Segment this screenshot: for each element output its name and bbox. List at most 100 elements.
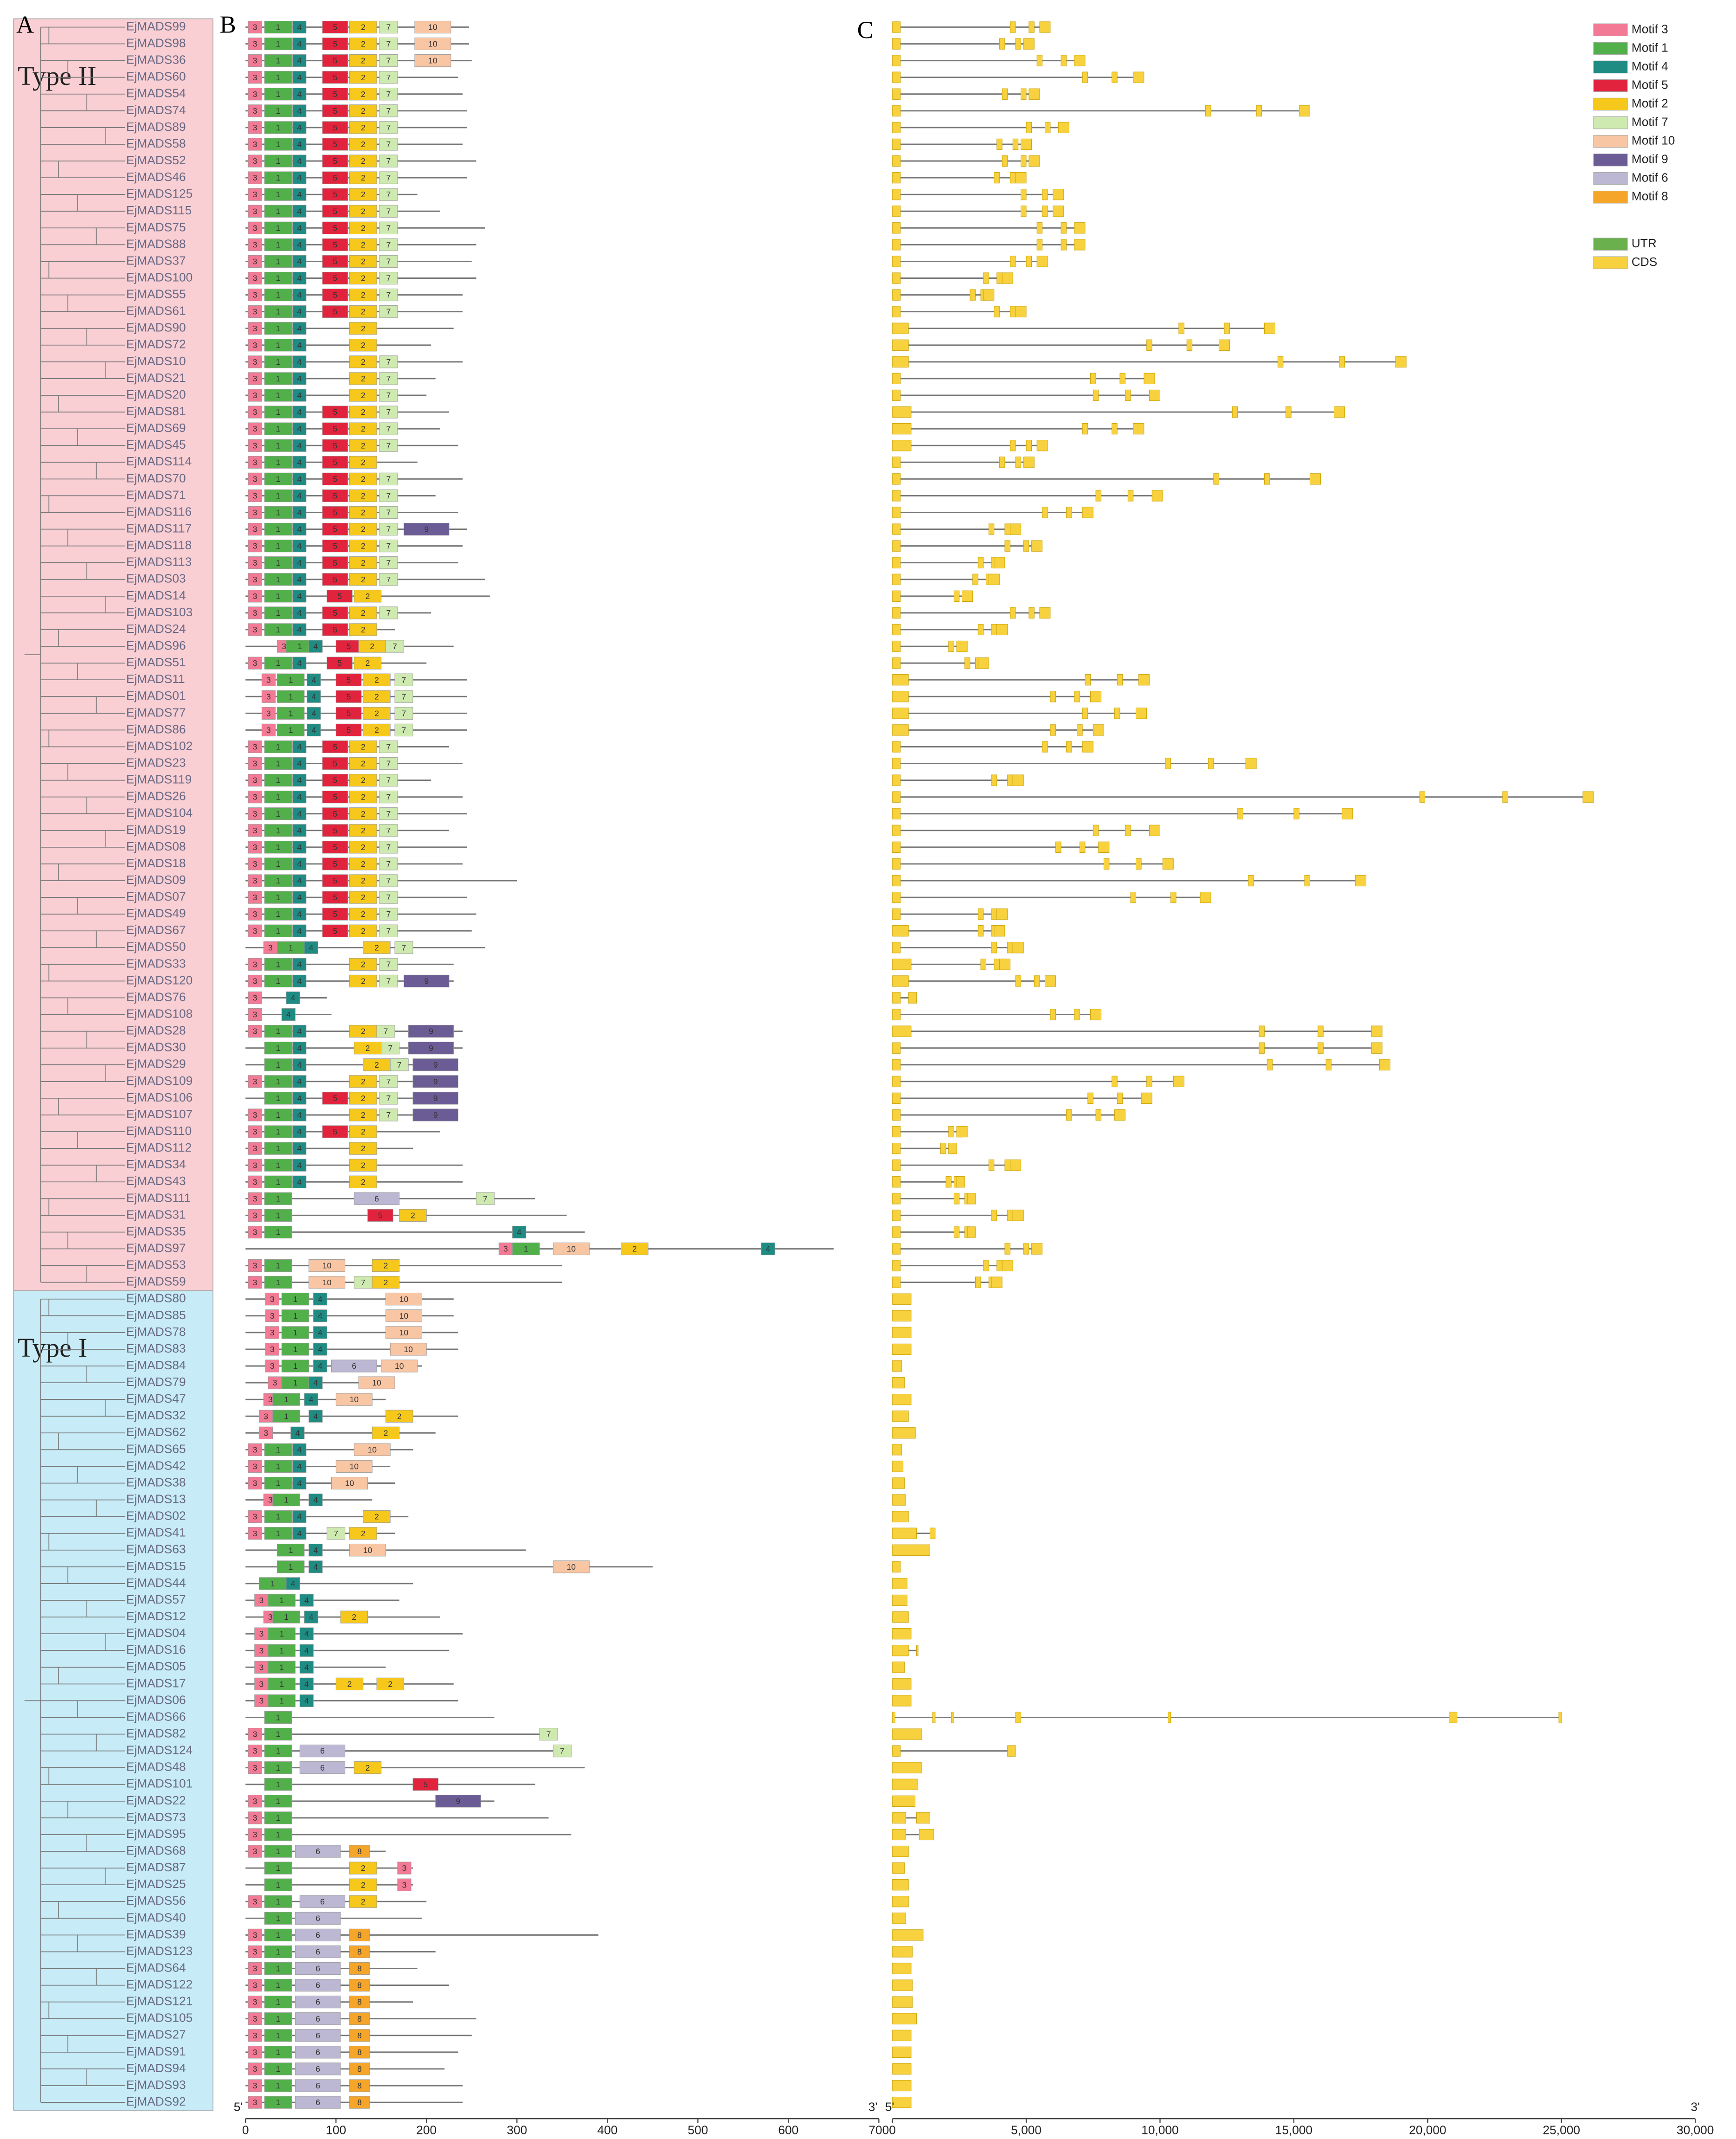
exon	[1170, 891, 1177, 903]
motif-box	[349, 456, 377, 469]
exon	[892, 1611, 909, 1623]
gene-name: EjMADS94	[126, 2061, 186, 2075]
motif-label: 9	[429, 1027, 433, 1036]
motif-box	[292, 221, 307, 234]
gene-name: EjMADS59	[126, 1275, 186, 1289]
motif-box	[292, 1159, 307, 1172]
exon	[1093, 389, 1099, 401]
motif-label: 1	[276, 1144, 281, 1153]
motif-box	[295, 2046, 341, 2059]
gene-name: EjMADS105	[126, 2011, 193, 2025]
exon	[892, 1260, 901, 1271]
motif-label: 2	[361, 257, 366, 266]
motif-box	[379, 908, 398, 921]
motif-box	[277, 673, 305, 686]
motif-box	[414, 37, 451, 51]
motif-label: 3	[270, 1311, 275, 1321]
motif-box	[292, 439, 307, 452]
motif-label: 10	[350, 1395, 359, 1404]
motif-label: 1	[276, 909, 281, 919]
motif-box	[349, 908, 377, 921]
motif-label: 3	[253, 1462, 257, 1471]
motif-box	[292, 271, 307, 285]
motif-label: 2	[361, 424, 366, 433]
exon	[892, 1762, 922, 1773]
motif-label: 2	[397, 1411, 402, 1421]
exon	[892, 1695, 912, 1707]
motif-label: 3	[253, 290, 257, 300]
motif-label: 3	[253, 2098, 257, 2107]
motif-label: 4	[318, 1361, 322, 1371]
motif-box	[322, 924, 348, 937]
exon	[1050, 691, 1056, 702]
exon	[932, 1712, 936, 1723]
gene-name: EjMADS98	[126, 36, 186, 50]
motif-label: 5	[333, 90, 337, 99]
motif-box	[248, 1259, 262, 1272]
motif-box	[264, 623, 292, 636]
motif-box	[264, 88, 292, 101]
exon	[892, 942, 901, 954]
motif-label: 4	[304, 1696, 309, 1705]
motif-label: 5	[333, 491, 337, 500]
motif-label: 1	[276, 240, 281, 249]
motif-label: 2	[361, 541, 366, 551]
motif-box	[292, 339, 307, 352]
motif-box	[264, 255, 292, 268]
motif-label: 7	[386, 1077, 391, 1086]
motif-box	[379, 355, 398, 368]
motif-box	[309, 1544, 323, 1557]
exon	[892, 490, 901, 502]
motif-box	[264, 1225, 292, 1239]
exon	[892, 1176, 901, 1188]
motif-box	[322, 740, 348, 754]
legend-label: Motif 10	[1632, 134, 1675, 148]
motif-label: 5	[333, 156, 337, 166]
motif-box	[292, 372, 307, 385]
motif-box	[309, 1493, 323, 1507]
motif-label: 3	[253, 625, 257, 634]
exon	[892, 1845, 909, 1857]
motif-box	[379, 205, 398, 218]
motif-label: 1	[276, 1797, 281, 1806]
motif-label: 3	[253, 2014, 257, 2023]
motif-label: 7	[361, 1278, 366, 1287]
exon	[892, 891, 901, 903]
motif-label: 3	[253, 1997, 257, 2007]
exon	[948, 1142, 957, 1154]
exon	[892, 1126, 901, 1138]
motif-box	[553, 1242, 590, 1256]
motif-label: 5	[333, 441, 337, 450]
motif-box	[307, 673, 321, 686]
motif-label: 10	[428, 23, 437, 32]
motif-box	[372, 1276, 400, 1289]
motif-label: 9	[433, 1060, 438, 1070]
motif-box	[292, 322, 307, 335]
motif-box	[248, 439, 262, 452]
motif-label: 4	[313, 642, 318, 651]
gene-name: EjMADS64	[126, 1960, 186, 1974]
motif-box	[264, 824, 292, 837]
motif-box	[379, 255, 398, 268]
motif-label: 1	[279, 1662, 284, 1672]
motif-label: 1	[276, 742, 281, 752]
motif-box	[349, 1142, 377, 1155]
exon	[892, 339, 909, 351]
exon	[956, 1126, 968, 1138]
exon	[892, 708, 909, 719]
motif-box	[264, 1745, 292, 1758]
motif-label: 4	[297, 307, 302, 316]
motif-box	[349, 472, 377, 485]
motif-box	[292, 1142, 307, 1155]
motif-box	[248, 406, 262, 419]
motif-box	[397, 1878, 411, 1891]
motif-box	[264, 1142, 292, 1155]
motif-box	[349, 573, 377, 586]
motif-box	[264, 1058, 292, 1071]
motif-box	[248, 991, 262, 1005]
exon	[892, 122, 901, 134]
motif-box	[264, 1962, 292, 1975]
motif-label: 2	[361, 23, 366, 32]
motif-label: 6	[315, 2014, 320, 2023]
motif-box	[292, 406, 307, 419]
